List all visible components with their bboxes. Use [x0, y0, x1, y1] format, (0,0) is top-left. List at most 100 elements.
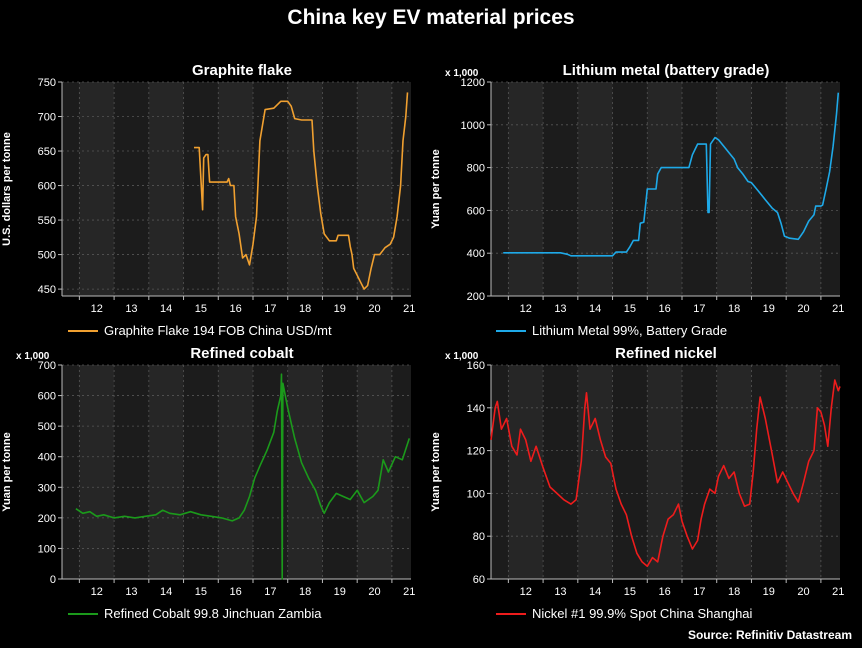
graphite-year-band [357, 82, 392, 296]
lithium-xtick-label: 12 [520, 303, 532, 315]
cobalt-xtick-label: 17 [264, 586, 276, 598]
cobalt-legend: Refined Cobalt 99.8 Jinchuan Zambia [68, 606, 322, 621]
graphite-xtick-label: 15 [195, 303, 207, 315]
cobalt-xtick-label: 12 [91, 586, 103, 598]
cobalt-legend-swatch [68, 612, 98, 615]
lithium-ytick-label: 600 [467, 205, 485, 217]
lithium-series-line [503, 92, 840, 257]
lithium-legend: Lithium Metal 99%, Battery Grade [496, 323, 727, 338]
graphite-ytick-label: 550 [38, 215, 56, 227]
nickel-xtick-label: 21 [832, 586, 844, 598]
nickel-unit-label: x 1,000 [445, 351, 479, 362]
nickel-year-band [508, 365, 544, 579]
lithium-ytick-label: 800 [467, 163, 485, 175]
lithium-unit-label: x 1,000 [445, 68, 479, 79]
lithium-year-band [508, 82, 544, 296]
cobalt-ytick-label: 100 [38, 543, 56, 555]
graphite-year-band [79, 82, 115, 296]
cobalt-ytick-label: 0 [50, 574, 56, 586]
cobalt-ylabel: Yuan per tonne [1, 432, 13, 511]
lithium-xtick-label: 19 [763, 303, 775, 315]
graphite-year-band [287, 82, 323, 296]
graphite-xtick-label: 13 [125, 303, 137, 315]
nickel-year-band [577, 365, 613, 579]
cobalt-xtick-label: 21 [403, 586, 415, 598]
lithium-xtick-label: 16 [659, 303, 671, 315]
lithium-xtick-label: 13 [554, 303, 566, 315]
graphite-xtick-label: 21 [403, 303, 415, 315]
lithium-year-band [577, 82, 613, 296]
graphite-legend-label: Graphite Flake 194 FOB China USD/mt [104, 323, 332, 338]
lithium-xtick-label: 14 [589, 303, 601, 315]
graphite-ylabel: U.S. dollars per tonne [1, 132, 13, 246]
main-title: China key EV material prices [287, 6, 575, 29]
lithium-ytick-label: 1000 [461, 120, 485, 132]
nickel-ytick-label: 120 [467, 446, 485, 458]
lithium-xtick-label: 17 [693, 303, 705, 315]
nickel-legend: Nickel #1 99.9% Spot China Shanghai [496, 606, 752, 621]
nickel-xtick-label: 12 [520, 586, 532, 598]
nickel-xtick-label: 19 [763, 586, 775, 598]
lithium-legend-swatch [496, 329, 526, 332]
graphite-ytick-label: 450 [38, 284, 56, 296]
graphite-xtick-label: 19 [334, 303, 346, 315]
nickel-xtick-label: 18 [728, 586, 740, 598]
nickel-xtick-label: 14 [589, 586, 601, 598]
nickel-ytick-label: 60 [473, 574, 485, 586]
cobalt-unit-label: x 1,000 [16, 351, 50, 362]
nickel-xtick-label: 16 [659, 586, 671, 598]
lithium-year-band [716, 82, 752, 296]
nickel-ytick-label: 140 [467, 403, 485, 415]
lithium-ytick-label: 1200 [461, 77, 485, 89]
nickel-ylabel: Yuan per tonne [430, 432, 442, 511]
cobalt-ytick-label: 600 [38, 391, 56, 403]
lithium-ytick-label: 400 [467, 248, 485, 260]
lithium-xtick-label: 20 [797, 303, 809, 315]
cobalt-legend-label: Refined Cobalt 99.8 Jinchuan Zambia [104, 606, 322, 621]
nickel-legend-swatch [496, 612, 526, 615]
graphite-year-band [148, 82, 184, 296]
cobalt-title: Refined cobalt [190, 345, 294, 362]
lithium-xtick-label: 21 [832, 303, 844, 315]
graphite-ytick-label: 650 [38, 146, 56, 158]
graphite-xtick-label: 14 [160, 303, 172, 315]
cobalt-ytick-label: 300 [38, 482, 56, 494]
lithium-year-band [786, 82, 821, 296]
source-note: Source: Refinitiv Datastream [687, 628, 852, 642]
nickel-xtick-label: 15 [624, 586, 636, 598]
graphite-ytick-label: 750 [38, 77, 56, 89]
graphite-xtick-label: 16 [230, 303, 242, 315]
cobalt-ytick-label: 200 [38, 513, 56, 525]
cobalt-xtick-label: 19 [334, 586, 346, 598]
graphite-xtick-label: 12 [91, 303, 103, 315]
cobalt-ytick-label: 400 [38, 452, 56, 464]
graphite-legend: Graphite Flake 194 FOB China USD/mt [68, 323, 332, 338]
cobalt-xtick-label: 13 [125, 586, 137, 598]
lithium-title: Lithium metal (battery grade) [562, 62, 770, 79]
graphite-xtick-label: 17 [264, 303, 276, 315]
nickel-xtick-label: 20 [797, 586, 809, 598]
cobalt-ytick-label: 500 [38, 421, 56, 433]
nickel-year-band [786, 365, 821, 579]
graphite-ytick-label: 700 [38, 112, 56, 124]
nickel-xtick-label: 17 [693, 586, 705, 598]
cobalt-xtick-label: 15 [195, 586, 207, 598]
lithium-ylabel: Yuan per tonne [430, 149, 442, 228]
graphite-title: Graphite flake [191, 62, 293, 79]
cobalt-series-line [75, 373, 411, 580]
lithium-legend-label: Lithium Metal 99%, Battery Grade [532, 323, 728, 338]
cobalt-ytick-label: 700 [38, 360, 56, 372]
cobalt-year-band [218, 365, 253, 579]
nickel-xtick-label: 13 [554, 586, 566, 598]
cobalt-year-band [357, 365, 392, 579]
nickel-title: Refined nickel [615, 345, 717, 362]
graphite-series-line [194, 92, 409, 290]
nickel-ytick-label: 80 [473, 531, 485, 543]
nickel-ytick-label: 100 [467, 488, 485, 500]
nickel-legend-label: Nickel #1 99.9% Spot China Shanghai [532, 606, 753, 621]
cobalt-xtick-label: 16 [230, 586, 242, 598]
graphite-ytick-label: 600 [38, 181, 56, 193]
lithium-xtick-label: 18 [728, 303, 740, 315]
cobalt-year-band [79, 365, 115, 579]
cobalt-xtick-label: 14 [160, 586, 172, 598]
